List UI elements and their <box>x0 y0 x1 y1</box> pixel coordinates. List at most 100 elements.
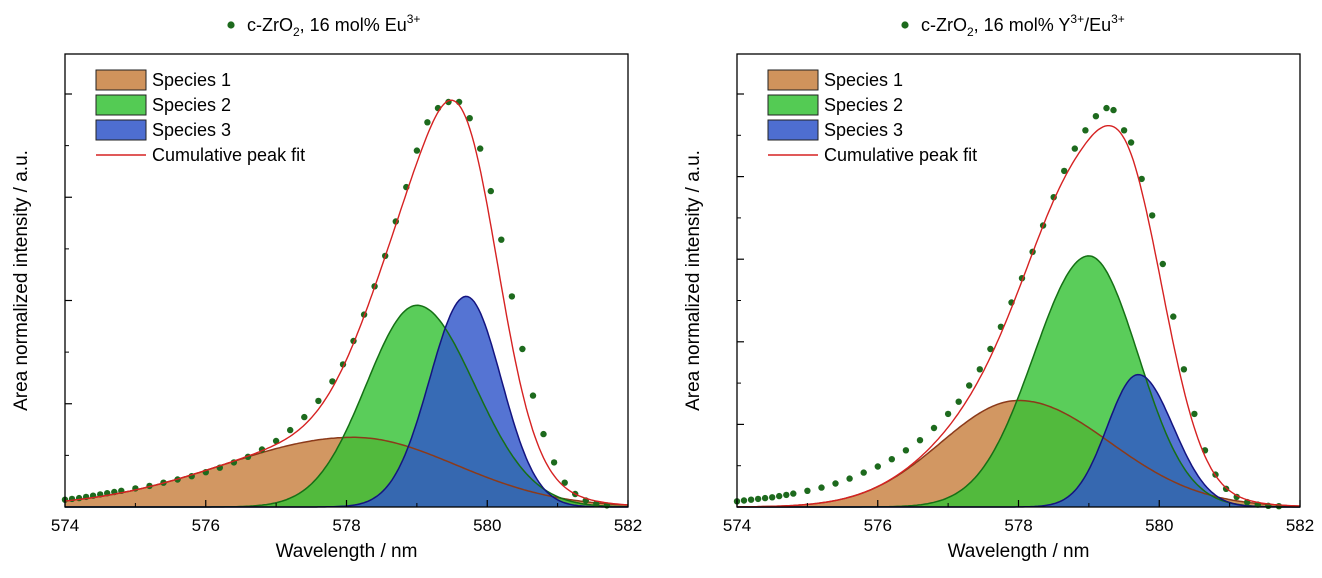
title-text: c-ZrO <box>247 15 293 35</box>
data-point <box>1061 167 1068 175</box>
data-point <box>1191 410 1198 418</box>
title-subscript: 2 <box>293 25 300 39</box>
data-point <box>776 492 783 500</box>
x-tick-label: 574 <box>51 516 79 535</box>
data-point <box>1180 366 1188 373</box>
x-tick-label: 582 <box>1286 516 1314 535</box>
data-point <box>466 115 473 122</box>
data-point <box>487 187 494 195</box>
title-text: /Eu <box>1084 15 1111 35</box>
title-marker <box>227 21 235 29</box>
x-tick-label: 576 <box>864 516 892 535</box>
chart-left-svg: 574 576 578 580 582 Wavelength / nm Area norma… <box>11 12 642 562</box>
data-point <box>783 491 790 499</box>
legend-label: Species 3 <box>824 120 903 140</box>
data-point <box>1127 139 1135 146</box>
data-point <box>976 366 983 373</box>
data-point <box>790 490 797 497</box>
data-point <box>955 398 962 405</box>
data-point <box>540 430 547 438</box>
title-superscript: 3+ <box>407 12 421 26</box>
x-axis-label: Wavelength / nm <box>276 541 418 562</box>
data-point <box>930 424 938 432</box>
y-axis-label: Area normalized intensity / a.u. <box>11 150 32 411</box>
legend-label: Cumulative peak fit <box>152 145 305 165</box>
data-point <box>740 497 748 504</box>
title-superscript: 3+ <box>1070 12 1084 26</box>
legend-label: Species 1 <box>152 70 231 90</box>
data-point <box>1103 104 1110 112</box>
data-point <box>1110 106 1117 114</box>
data-point <box>301 413 308 421</box>
title-marker <box>901 21 909 29</box>
chart-title: c-ZrO2, 16 mol% Eu3+ <box>247 12 420 39</box>
chart-title: c-ZrO2, 16 mol% Y3+/Eu3+ <box>921 12 1125 39</box>
legend-label: Species 1 <box>824 70 903 90</box>
legend-swatch <box>767 69 819 91</box>
data-point <box>1149 212 1156 219</box>
data-point <box>529 392 537 399</box>
legend-label: Species 3 <box>152 120 231 140</box>
data-point <box>498 236 505 243</box>
y-axis-label: Area normalized intensity / a.u. <box>683 150 704 411</box>
data-point <box>761 494 769 502</box>
band-3-area <box>65 296 628 507</box>
legend-swatch <box>767 119 819 141</box>
data-point <box>860 469 867 476</box>
title-subscript: 2 <box>967 25 974 39</box>
data-point <box>754 495 762 503</box>
data-point <box>508 293 516 300</box>
legend-swatch <box>767 94 819 116</box>
data-point <box>888 456 895 463</box>
data-point <box>315 397 322 405</box>
data-point <box>1120 127 1128 134</box>
data-point <box>747 496 755 503</box>
x-tick-label: 574 <box>723 516 751 535</box>
data-point <box>477 145 484 152</box>
band-2-area <box>65 305 628 507</box>
x-tick-label: 582 <box>614 516 642 535</box>
data-point <box>916 437 924 444</box>
data-point <box>832 480 839 487</box>
legend-swatch <box>95 119 147 141</box>
data-point <box>1092 113 1100 120</box>
data-point <box>1170 313 1177 320</box>
data-point <box>329 378 336 385</box>
data-point <box>1138 175 1145 183</box>
data-point <box>550 459 558 466</box>
data-point <box>987 345 994 353</box>
x-tick-label: 580 <box>1145 516 1173 535</box>
x-tick-label: 578 <box>1004 516 1032 535</box>
title-superscript: 3+ <box>1111 12 1125 26</box>
legend-swatch <box>95 94 147 116</box>
legend-label: Cumulative peak fit <box>824 145 977 165</box>
title-text: , 16 mol% Eu <box>300 15 407 35</box>
x-tick-label: 578 <box>332 516 360 535</box>
legend-label: Species 2 <box>152 95 231 115</box>
data-point <box>846 475 853 482</box>
data-point <box>874 463 881 470</box>
x-tick-label: 580 <box>473 516 501 535</box>
data-point <box>561 479 568 486</box>
chart-panel-right: 574 576 578 580 582 Wavelength / nm Area norma… <box>661 0 1322 573</box>
data-point <box>1275 503 1283 510</box>
data-point <box>1082 127 1089 134</box>
data-point <box>769 494 776 501</box>
chart-panel-left: 574 576 578 580 582 Wavelength / nm Area norma… <box>0 0 661 573</box>
legend-label: Species 2 <box>824 95 903 115</box>
data-point <box>1071 145 1078 152</box>
data-point <box>413 147 421 154</box>
x-tick-label: 576 <box>192 516 220 535</box>
data-point <box>593 500 600 507</box>
data-point <box>902 447 910 454</box>
data-point <box>287 426 294 434</box>
data-point <box>966 382 973 389</box>
data-point <box>944 410 952 418</box>
data-point <box>1159 260 1166 268</box>
data-point <box>272 437 280 445</box>
data-point <box>519 345 526 353</box>
data-point <box>804 487 811 494</box>
title-text: c-ZrO <box>921 15 967 35</box>
data-point <box>424 119 431 126</box>
cumulative-fit-line <box>736 125 1300 508</box>
